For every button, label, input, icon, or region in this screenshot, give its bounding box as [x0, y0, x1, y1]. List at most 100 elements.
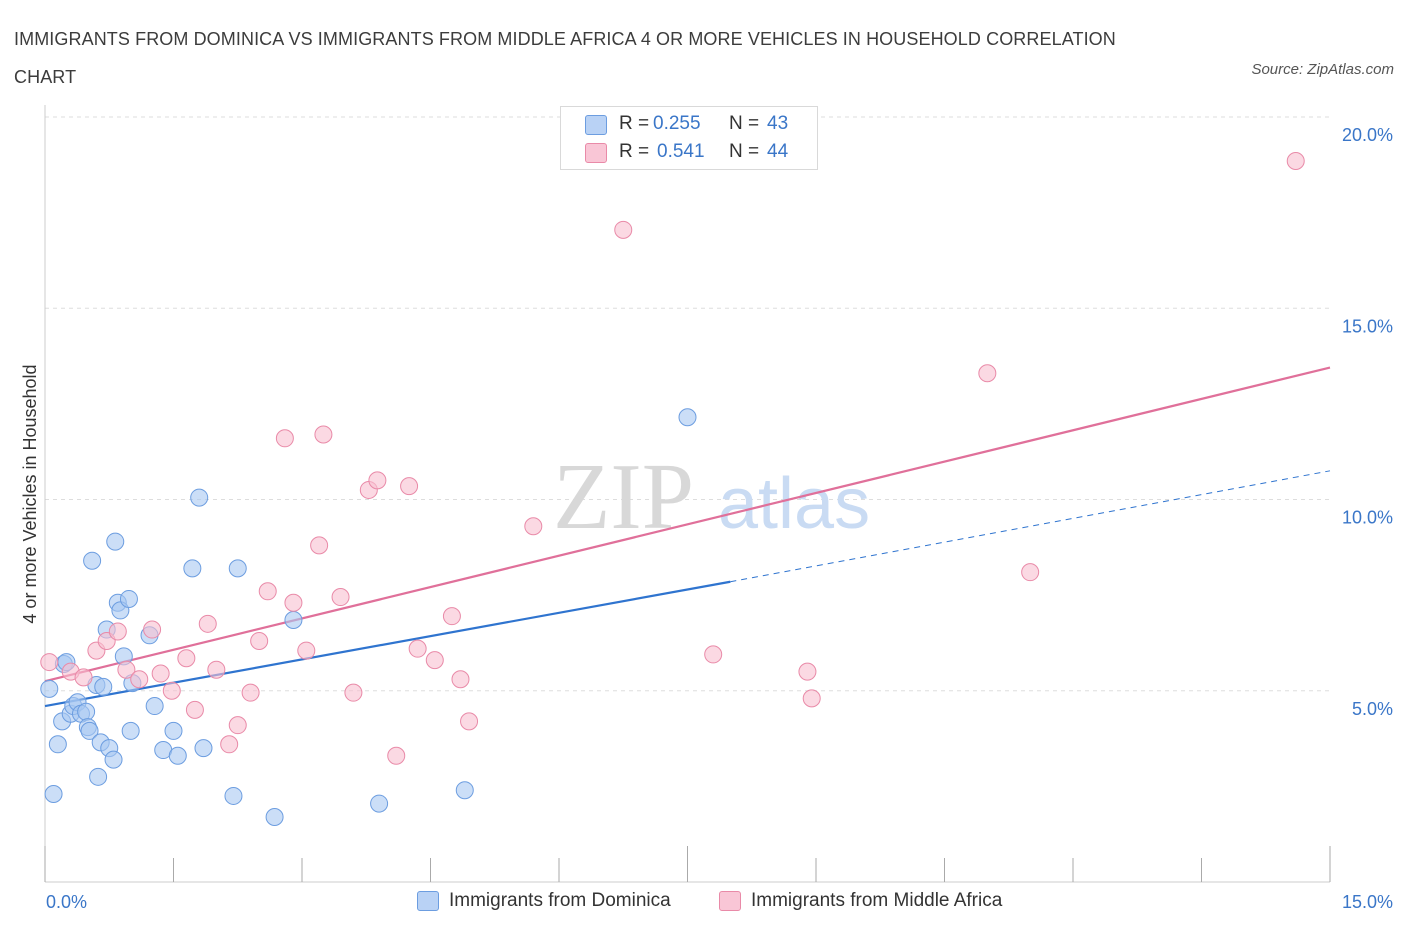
data-point-middle-africa	[108, 622, 127, 641]
chart-title: IMMIGRANTS FROM DOMINICA VS IMMIGRANTS F…	[14, 29, 1116, 87]
chart-source: Source: ZipAtlas.com	[1251, 61, 1394, 78]
watermark-atlas: atlas	[718, 464, 870, 544]
data-point-dominica	[104, 750, 123, 769]
data-point-dominica	[89, 767, 108, 786]
legend-n-label: N =	[729, 113, 760, 134]
x-tick-label-min: 0.0%	[46, 892, 87, 912]
data-point-dominica	[119, 589, 138, 608]
legend-n-value: 43	[767, 113, 789, 134]
data-point-middle-africa	[310, 536, 329, 555]
y-tick-label: 20.0%	[1342, 125, 1393, 145]
data-point-middle-africa	[258, 582, 277, 601]
data-point-dominica	[121, 721, 140, 740]
data-point-middle-africa	[74, 668, 93, 687]
data-point-middle-africa	[524, 517, 543, 536]
legend-r-label: R =	[619, 141, 650, 162]
data-point-middle-africa	[162, 681, 181, 700]
data-point-middle-africa	[331, 588, 350, 607]
data-point-dominica	[284, 610, 303, 629]
data-point-dominica	[194, 739, 213, 758]
watermark-zip: ZIP	[553, 445, 694, 549]
data-point-middle-africa	[117, 660, 136, 679]
data-point-dominica	[678, 408, 697, 427]
data-point-middle-africa	[425, 651, 444, 670]
trend-line	[44, 366, 1331, 683]
correlation-legend: R = 0.255 N = 43 R = 0.541 N = 44	[560, 106, 818, 170]
data-point-middle-africa	[368, 471, 387, 490]
legend-swatch-blue	[417, 891, 439, 911]
data-point-middle-africa	[40, 653, 59, 672]
data-point-middle-africa	[198, 614, 217, 633]
grid-lines	[45, 116, 1330, 692]
data-point-dominica	[94, 677, 113, 696]
legend-n-value: 44	[767, 141, 789, 162]
y-tick-label: 5.0%	[1352, 699, 1393, 719]
data-point-middle-africa	[250, 632, 269, 651]
trend-lines	[44, 366, 1331, 708]
x-tick-label-max: 15.0%	[1342, 892, 1393, 912]
data-point-middle-africa	[802, 689, 821, 708]
legend-label-middle-africa: Immigrants from Middle Africa	[751, 890, 1003, 911]
y-tick-label: 15.0%	[1342, 316, 1393, 336]
axes	[44, 105, 1331, 883]
y-axis-label: 4 or more Vehicles in Household	[20, 364, 40, 623]
data-point-middle-africa	[1021, 563, 1040, 582]
legend-r-value: 0.255	[653, 113, 701, 134]
data-point-middle-africa	[130, 670, 149, 689]
data-point-dominica	[190, 488, 209, 507]
data-point-dominica	[40, 679, 59, 698]
legend-r-label: R =	[619, 113, 650, 134]
data-point-middle-africa	[241, 683, 260, 702]
data-point-middle-africa	[207, 660, 226, 679]
data-point-middle-africa	[185, 700, 204, 719]
data-point-middle-africa	[297, 641, 316, 660]
data-point-dominica	[145, 697, 164, 716]
tick-labels: 5.0% 10.0% 15.0% 20.0% 0.0% 15.0%	[46, 125, 1393, 912]
data-point-middle-africa	[798, 662, 817, 681]
legend-label-dominica: Immigrants from Dominica	[449, 890, 671, 911]
legend-swatch-pink	[719, 891, 741, 911]
data-point-dominica	[224, 786, 243, 805]
data-point-dominica	[106, 532, 125, 551]
trend-line-extension	[730, 470, 1331, 583]
data-point-middle-africa	[451, 670, 470, 689]
data-point-middle-africa	[284, 593, 303, 612]
data-point-middle-africa	[275, 429, 294, 448]
data-point-dominica	[370, 794, 389, 813]
data-point-middle-africa	[220, 735, 239, 754]
data-point-dominica	[44, 785, 63, 804]
data-points	[40, 151, 1305, 826]
data-point-dominica	[164, 721, 183, 740]
data-point-middle-africa	[442, 607, 461, 626]
data-point-middle-africa	[314, 425, 333, 444]
data-point-middle-africa	[1286, 151, 1305, 170]
data-point-dominica	[77, 702, 96, 721]
legend-r-value: 0.541	[657, 141, 705, 162]
data-point-dominica	[265, 807, 284, 826]
data-point-middle-africa	[177, 649, 196, 668]
legend-swatch-blue	[585, 115, 607, 135]
data-point-middle-africa	[387, 746, 406, 765]
data-point-dominica	[228, 559, 247, 578]
data-point-middle-africa	[460, 712, 479, 731]
trend-line	[44, 580, 731, 708]
data-point-dominica	[455, 781, 474, 800]
data-point-dominica	[183, 559, 202, 578]
data-point-dominica	[168, 746, 187, 765]
legend-swatch-pink	[585, 143, 607, 163]
data-point-middle-africa	[408, 639, 427, 658]
data-point-dominica	[83, 551, 102, 570]
data-point-middle-africa	[978, 364, 997, 383]
legend-n-label: N =	[729, 141, 760, 162]
data-point-middle-africa	[344, 683, 363, 702]
data-point-middle-africa	[614, 220, 633, 239]
data-point-middle-africa	[400, 477, 419, 496]
data-point-dominica	[48, 735, 67, 754]
y-tick-label: 10.0%	[1342, 508, 1393, 528]
data-point-dominica	[80, 721, 99, 740]
data-point-middle-africa	[151, 664, 170, 683]
data-point-middle-africa	[143, 620, 162, 639]
data-point-middle-africa	[704, 645, 723, 664]
data-point-middle-africa	[228, 716, 247, 735]
